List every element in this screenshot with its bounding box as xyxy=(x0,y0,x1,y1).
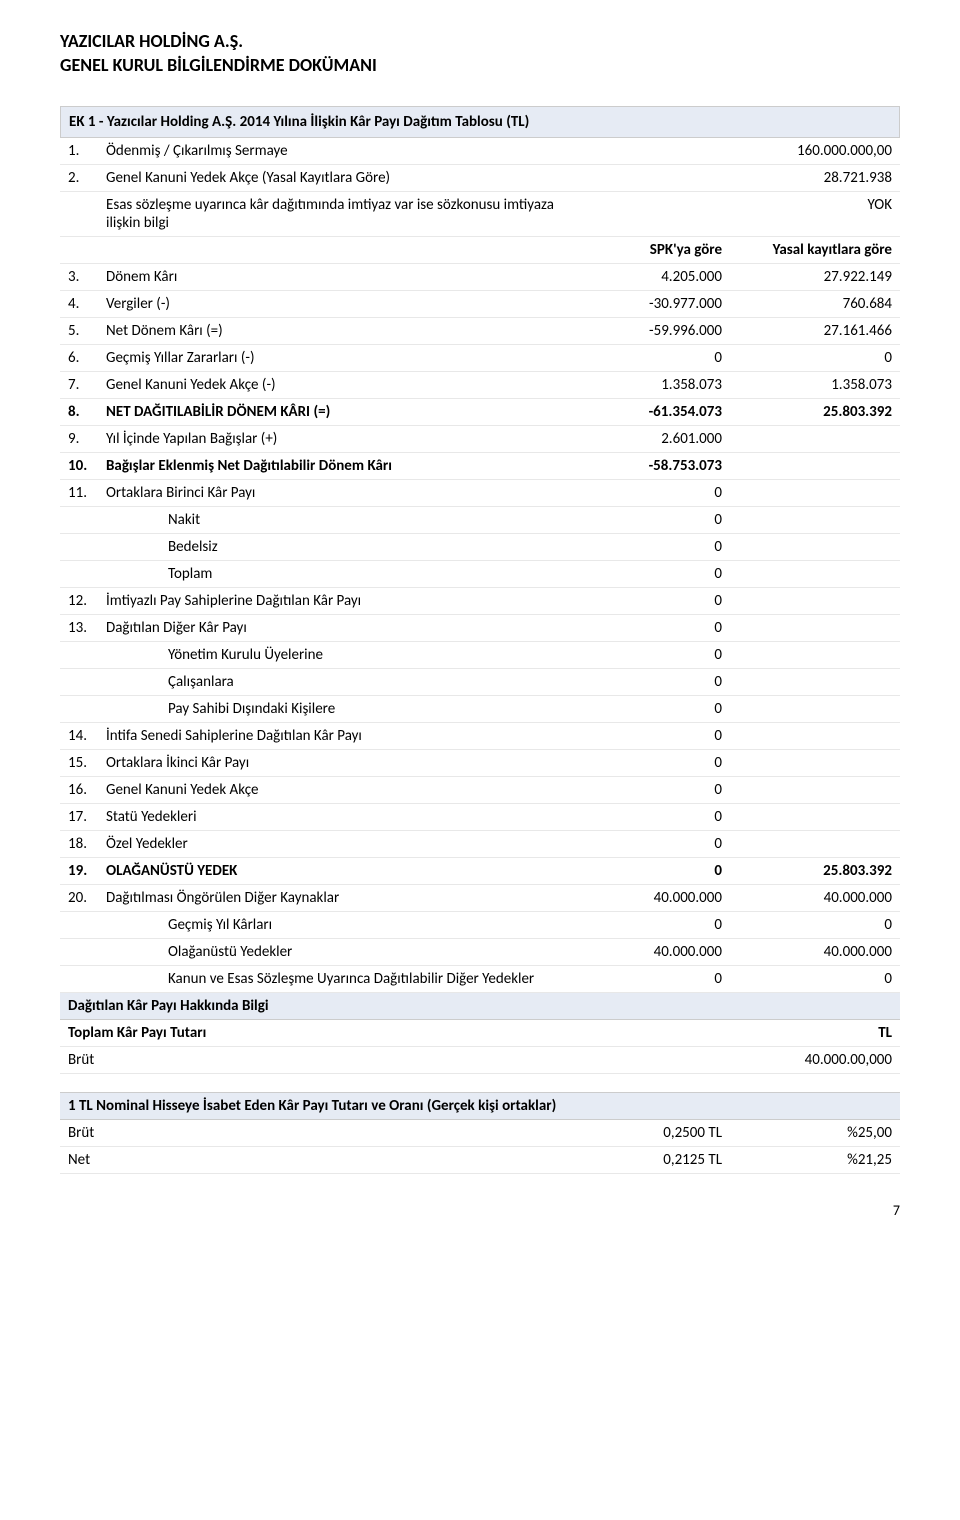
nominal-title-row: 1 TL Nominal Hisseye İsabet Eden Kâr Pay… xyxy=(60,1093,900,1120)
total-row: Toplam Kâr Payı Tutarı TL xyxy=(60,1020,900,1047)
table-row: 16.Genel Kanuni Yedek Akçe0 xyxy=(60,777,900,804)
table-row: 14.İntifa Senedi Sahiplerine Dağıtılan K… xyxy=(60,723,900,750)
table-row: 2.Genel Kanuni Yedek Akçe (Yasal Kayıtla… xyxy=(60,165,900,192)
table-row: 15.Ortaklara İkinci Kâr Payı0 xyxy=(60,750,900,777)
doc-title: GENEL KURUL BİLGİLENDİRME DOKÜMANI xyxy=(60,54,900,76)
note-text: Esas sözleşme uyarınca kâr dağıtımında i… xyxy=(98,192,580,237)
column-headers: SPK'ya göre Yasal kayıtlara göre xyxy=(60,237,900,264)
table-row: Toplam0 xyxy=(60,561,900,588)
table-row: Kanun ve Esas Sözleşme Uyarınca Dağıtıla… xyxy=(60,966,900,993)
table-row: Çalışanlara0 xyxy=(60,669,900,696)
table-row: 11.Ortaklara Birinci Kâr Payı0 xyxy=(60,480,900,507)
table-row: 20.Dağıtılması Öngörülen Diğer Kaynaklar… xyxy=(60,885,900,912)
nominal-table: 1 TL Nominal Hisseye İsabet Eden Kâr Pay… xyxy=(60,1092,900,1174)
page-number: 7 xyxy=(60,1202,900,1219)
table-row: 4.Vergiler (-)-30.977.000760.684 xyxy=(60,291,900,318)
brut-row: Brüt 40.000.00,000 xyxy=(60,1047,900,1074)
table-row: 19.OLAĞANÜSTÜ YEDEK025.803.392 xyxy=(60,858,900,885)
table-row: Olağanüstü Yedekler40.000.00040.000.000 xyxy=(60,939,900,966)
table-row: 13.Dağıtılan Diğer Kâr Payı0 xyxy=(60,615,900,642)
note-value: YOK xyxy=(730,192,900,237)
table-row: Pay Sahibi Dışındaki Kişilere0 xyxy=(60,696,900,723)
profit-table: 1.Ödenmiş / Çıkarılmış Sermaye160.000.00… xyxy=(60,138,900,1074)
table-row: Geçmiş Yıl Kârları00 xyxy=(60,912,900,939)
table-row: 12.İmtiyazlı Pay Sahiplerine Dağıtılan K… xyxy=(60,588,900,615)
table-row: 1.Ödenmiş / Çıkarılmış Sermaye160.000.00… xyxy=(60,138,900,165)
table-row: 10.Bağışlar Eklenmiş Net Dağıtılabilir D… xyxy=(60,453,900,480)
table-row: 6.Geçmiş Yıllar Zararları (-)00 xyxy=(60,345,900,372)
table-row: Brüt0,2500 TL%25,00 xyxy=(60,1120,900,1147)
col-header-spk: SPK'ya göre xyxy=(580,237,730,264)
table-row: Yönetim Kurulu Üyelerine0 xyxy=(60,642,900,669)
table-row: 8.NET DAĞITILABİLİR DÖNEM KÂRI (=)-61.35… xyxy=(60,399,900,426)
table-row: Nakit0 xyxy=(60,507,900,534)
table-row: Net0,2125 TL%21,25 xyxy=(60,1147,900,1174)
table-row: 9.Yıl İçinde Yapılan Bağışlar (+)2.601.0… xyxy=(60,426,900,453)
note-row: Esas sözleşme uyarınca kâr dağıtımında i… xyxy=(60,192,900,237)
table-row: 3.Dönem Kârı4.205.00027.922.149 xyxy=(60,264,900,291)
table-row: 17.Statü Yedekleri0 xyxy=(60,804,900,831)
col-header-yasal: Yasal kayıtlara göre xyxy=(730,237,900,264)
table-row: 7.Genel Kanuni Yedek Akçe (-)1.358.0731.… xyxy=(60,372,900,399)
table-row: 18.Özel Yedekler0 xyxy=(60,831,900,858)
section-title: EK 1 - Yazıcılar Holding A.Ş. 2014 Yılın… xyxy=(60,106,900,138)
table-row: Bedelsiz0 xyxy=(60,534,900,561)
table-row: 5.Net Dönem Kârı (=)-59.996.00027.161.46… xyxy=(60,318,900,345)
info-section-bar: Dağıtılan Kâr Payı Hakkında Bilgi xyxy=(60,993,900,1020)
company-name: YAZICILAR HOLDİNG A.Ş. xyxy=(60,30,900,52)
